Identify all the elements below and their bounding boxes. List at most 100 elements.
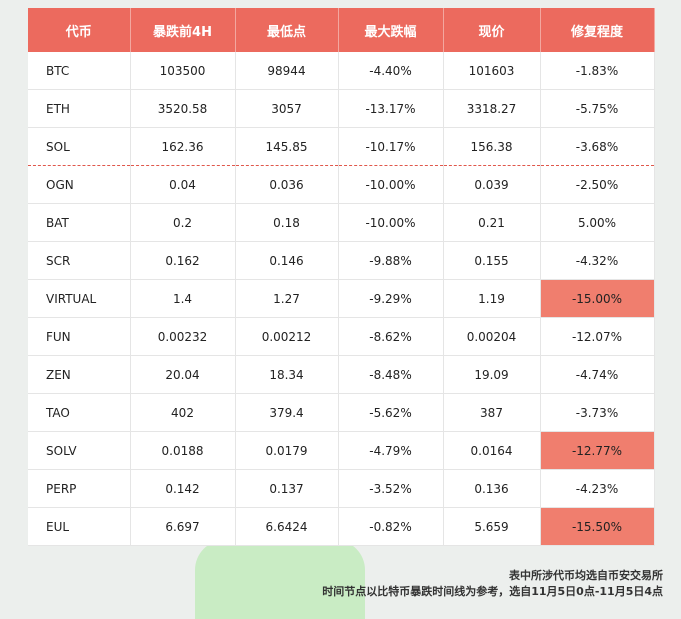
table-row: PERP 0.142 0.137 -3.52% 0.136 -4.23% bbox=[28, 469, 655, 508]
table-cell: -13.17% bbox=[338, 89, 444, 128]
header-cell: 修复程度 bbox=[540, 8, 655, 52]
table-cell: -2.50% bbox=[540, 165, 655, 204]
table-cell: 6.697 bbox=[130, 507, 236, 546]
table-cell: 101603 bbox=[443, 52, 541, 90]
table-row: SCR 0.162 0.146 -9.88% 0.155 -4.32% bbox=[28, 241, 655, 280]
table-cell: 162.36 bbox=[130, 127, 236, 166]
table-cell: 103500 bbox=[130, 52, 236, 90]
table-cell: 0.036 bbox=[235, 165, 339, 204]
footer-line: 时间节点以比特币暴跌时间线为参考，选自11月5日0点-11月5日4点 bbox=[322, 585, 663, 598]
table-cell: VIRTUAL bbox=[28, 279, 131, 318]
table-cell: 3318.27 bbox=[443, 89, 541, 128]
table-cell: -3.73% bbox=[540, 393, 655, 432]
table-row: VIRTUAL 1.4 1.27 -9.29% 1.19 -15.00% bbox=[28, 279, 655, 318]
table-cell: SOLV bbox=[28, 431, 131, 470]
table-cell: 0.137 bbox=[235, 469, 339, 508]
table-cell: 6.6424 bbox=[235, 507, 339, 546]
table-row: ZEN 20.04 18.34 -8.48% 19.09 -4.74% bbox=[28, 355, 655, 394]
table-cell: -12.07% bbox=[540, 317, 655, 356]
table-row: EUL 6.697 6.6424 -0.82% 5.659 -15.50% bbox=[28, 507, 655, 546]
table-cell: -9.29% bbox=[338, 279, 444, 318]
header-row: 代币 暴跌前4H 最低点 最大跌幅 现价 修复程度 bbox=[28, 8, 655, 52]
table-cell: -10.00% bbox=[338, 165, 444, 204]
table-cell: 0.162 bbox=[130, 241, 236, 280]
table-cell: ZEN bbox=[28, 355, 131, 394]
footer: 表中所涉代币均选自币安交易所 时间节点以比特币暴跌时间线为参考，选自11月5日0点… bbox=[322, 568, 663, 600]
table-cell: -8.62% bbox=[338, 317, 444, 356]
table-cell: 0.04 bbox=[130, 165, 236, 204]
table-cell: ETH bbox=[28, 89, 131, 128]
table-cell: 387 bbox=[443, 393, 541, 432]
table-cell: 0.136 bbox=[443, 469, 541, 508]
table-cell: -3.68% bbox=[540, 127, 655, 166]
table-cell: SCR bbox=[28, 241, 131, 280]
table-cell: PERP bbox=[28, 469, 131, 508]
table-cell: -4.74% bbox=[540, 355, 655, 394]
table-cell: -8.48% bbox=[338, 355, 444, 394]
table-cell: -4.23% bbox=[540, 469, 655, 508]
table-cell: -4.79% bbox=[338, 431, 444, 470]
table-cell: 98944 bbox=[235, 52, 339, 90]
table-cell: -9.88% bbox=[338, 241, 444, 280]
table-row: ETH 3520.58 3057 -13.17% 3318.27 -5.75% bbox=[28, 89, 655, 128]
table-cell: -10.17% bbox=[338, 127, 444, 166]
table-cell: BTC bbox=[28, 52, 131, 90]
table: 代币 暴跌前4H 最低点 最大跌幅 现价 修复程度 BTC 103500 98944 -4.40… bbox=[28, 8, 655, 546]
table-cell: -15.50% bbox=[540, 507, 655, 546]
table-cell: 1.19 bbox=[443, 279, 541, 318]
table-row: FUN 0.00232 0.00212 -8.62% 0.00204 -12.07% bbox=[28, 317, 655, 356]
table-cell: 0.2 bbox=[130, 203, 236, 242]
table-cell: 5.659 bbox=[443, 507, 541, 546]
table-cell: 19.09 bbox=[443, 355, 541, 394]
table-cell: TAO bbox=[28, 393, 131, 432]
table-body: BTC 103500 98944 -4.40% 101603 -1.83% ETH 3520.… bbox=[28, 52, 655, 546]
table-cell: 0.155 bbox=[443, 241, 541, 280]
table-cell: 0.0179 bbox=[235, 431, 339, 470]
table-row: BTC 103500 98944 -4.40% 101603 -1.83% bbox=[28, 52, 655, 90]
table-cell: -1.83% bbox=[540, 52, 655, 90]
table-cell: -3.52% bbox=[338, 469, 444, 508]
table-cell: -15.00% bbox=[540, 279, 655, 318]
table-cell: 1.4 bbox=[130, 279, 236, 318]
header-cell: 代币 bbox=[28, 8, 131, 52]
table-cell: 0.00232 bbox=[130, 317, 236, 356]
table-cell: -4.32% bbox=[540, 241, 655, 280]
table-cell: 145.85 bbox=[235, 127, 339, 166]
table-cell: FUN bbox=[28, 317, 131, 356]
table-cell: 0.039 bbox=[443, 165, 541, 204]
decoration bbox=[195, 540, 365, 619]
table-cell: -5.75% bbox=[540, 89, 655, 128]
table-cell: 18.34 bbox=[235, 355, 339, 394]
table-cell: 402 bbox=[130, 393, 236, 432]
table-cell: 0.00204 bbox=[443, 317, 541, 356]
table-row: TAO 402 379.4 -5.62% 387 -3.73% bbox=[28, 393, 655, 432]
table-row: SOLV 0.0188 0.0179 -4.79% 0.0164 -12.77% bbox=[28, 431, 655, 470]
table-cell: -4.40% bbox=[338, 52, 444, 90]
table-cell: 0.0188 bbox=[130, 431, 236, 470]
table-cell: -5.62% bbox=[338, 393, 444, 432]
table-cell: 0.21 bbox=[443, 203, 541, 242]
header-cell: 现价 bbox=[443, 8, 541, 52]
header-cell: 最低点 bbox=[235, 8, 339, 52]
table-cell: -10.00% bbox=[338, 203, 444, 242]
table-cell: 3520.58 bbox=[130, 89, 236, 128]
table-row: BAT 0.2 0.18 -10.00% 0.21 5.00% bbox=[28, 203, 655, 242]
table-row: OGN 0.04 0.036 -10.00% 0.039 -2.50% bbox=[28, 165, 655, 204]
table-cell: 5.00% bbox=[540, 203, 655, 242]
table-cell: 0.18 bbox=[235, 203, 339, 242]
table-cell: SOL bbox=[28, 127, 131, 166]
table-cell: 20.04 bbox=[130, 355, 236, 394]
table-cell: 1.27 bbox=[235, 279, 339, 318]
table-cell: 0.00212 bbox=[235, 317, 339, 356]
table-cell: 0.146 bbox=[235, 241, 339, 280]
table-cell: 379.4 bbox=[235, 393, 339, 432]
table-cell: 0.142 bbox=[130, 469, 236, 508]
table-card: 代币 暴跌前4H 最低点 最大跌幅 现价 修复程度 BTC 103500 98944 -4.40… bbox=[28, 8, 655, 546]
table-cell: -12.77% bbox=[540, 431, 655, 470]
table-cell: 156.38 bbox=[443, 127, 541, 166]
table-cell: OGN bbox=[28, 165, 131, 204]
table-cell: -0.82% bbox=[338, 507, 444, 546]
table-cell: BAT bbox=[28, 203, 131, 242]
table-cell: EUL bbox=[28, 507, 131, 546]
